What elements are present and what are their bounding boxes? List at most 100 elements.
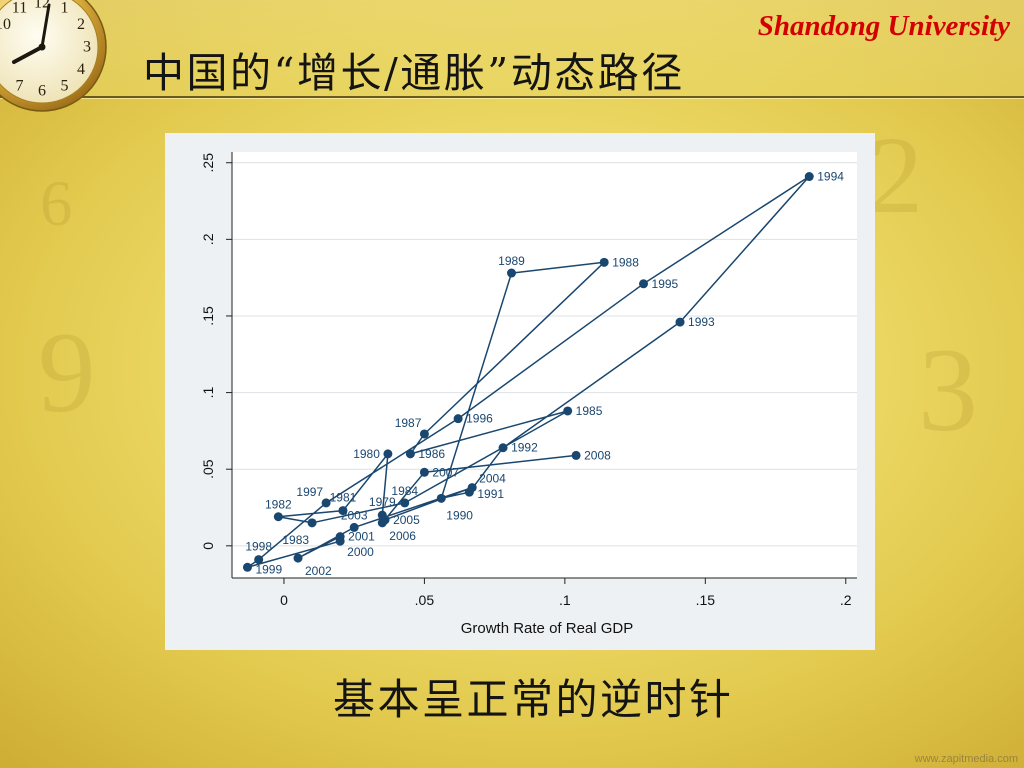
y-tick-label-2: .1 (200, 387, 216, 399)
point-label-1991: 1991 (477, 487, 504, 501)
x-tick-label-4: .2 (840, 592, 852, 608)
chart-panel: 0.05.1.15.2.25 0.05.1.15.2 1979 1980 1981 19… (165, 133, 875, 650)
x-axis-title: Growth Rate of Real GDP (461, 620, 634, 637)
brand-name: Shandong University (757, 10, 1010, 42)
point-label-1987: 1987 (395, 416, 422, 430)
point-label-1989: 1989 (498, 254, 525, 268)
series-lines (246, 175, 810, 569)
marker-2002 (293, 553, 303, 563)
point-label-2007: 2007 (432, 465, 459, 479)
gridlines (232, 162, 857, 547)
axes: 0 .05 .1 .15 .2 .25 0 .05 .1 .15 .2 (200, 152, 857, 608)
point-label-1994: 1994 (817, 170, 844, 184)
marker-1992 (498, 443, 508, 453)
marker-1997 (321, 498, 331, 508)
point-label-1992: 1992 (511, 441, 538, 455)
clock-numeral: 6 (38, 83, 46, 100)
slide-title: 中国的“增长/通胀”动态路径 (143, 49, 685, 97)
point-label-2001: 2001 (348, 530, 375, 544)
point-label-1983: 1983 (282, 533, 309, 547)
point-label-1997: 1997 (296, 485, 323, 499)
background-numeral: 2 (868, 114, 923, 236)
marker-1980 (383, 449, 393, 459)
clock-numeral: 12 (34, 0, 50, 12)
point-label-2008: 2008 (584, 448, 611, 462)
background-numeral: 6 (40, 168, 73, 240)
point-label-1981: 1981 (330, 491, 357, 505)
clock-numeral: 10 (0, 16, 11, 33)
marker-1986 (405, 449, 415, 459)
marker-1990 (436, 493, 446, 503)
point-label-1986: 1986 (418, 447, 445, 461)
slide-caption: 基本呈正常的逆时针 (333, 675, 734, 724)
clock-icon: 10 11 12 1 2 3 4 5 6 7 (0, 0, 107, 112)
marker-2004 (467, 483, 477, 493)
marker-1993 (675, 317, 685, 327)
point-label-1979: 1979 (369, 495, 396, 509)
point-label-2006: 2006 (389, 529, 416, 543)
y-tick-label-4: .2 (200, 233, 216, 245)
marker-2006 (377, 518, 387, 528)
markers (242, 172, 814, 572)
x-tick-label-0: 0 (280, 592, 288, 608)
marker-2008 (571, 450, 581, 460)
clock-numeral: 4 (77, 61, 85, 78)
point-label-1993: 1993 (688, 315, 715, 329)
marker-1994 (804, 172, 814, 182)
y-tick-label-5: .25 (200, 153, 216, 173)
point-label-2005: 2005 (393, 513, 420, 527)
point-label-2004: 2004 (479, 472, 506, 486)
marker-1981 (338, 506, 348, 516)
clock-hour-hand (12, 45, 44, 64)
background-numeral: 9 (38, 309, 96, 436)
marker-1988 (599, 257, 609, 267)
point-label-1984: 1984 (391, 484, 418, 498)
clock-face (0, 0, 99, 104)
point-label-1999: 1999 (255, 562, 282, 576)
point-label-1988: 1988 (612, 255, 639, 269)
marker-1996 (453, 414, 463, 424)
series-line (246, 175, 810, 569)
clock-numeral: 7 (16, 78, 24, 95)
marker-2001 (335, 532, 345, 542)
point-label-1995: 1995 (652, 277, 679, 291)
clock-numeral: 3 (83, 39, 91, 56)
point-label-1998: 1998 (245, 540, 272, 554)
marker-2007 (419, 467, 429, 477)
watermark: www.zapitmedia.com (914, 753, 1018, 765)
point-label-2000: 2000 (347, 545, 374, 559)
point-label-1982: 1982 (265, 498, 292, 512)
point-label-2003: 2003 (341, 508, 368, 522)
chart: 0.05.1.15.2.250.05.1.15.2 19791980198119… (200, 152, 857, 637)
clock-numeral: 2 (77, 16, 85, 33)
marker-1982 (273, 512, 283, 522)
clock-center-pin (38, 43, 46, 51)
marker-1995 (639, 279, 649, 289)
marker-1987 (419, 429, 429, 439)
plot-region (232, 152, 857, 578)
marker-1999 (242, 562, 252, 572)
marker-1983 (307, 518, 317, 528)
background-numeral: 3 (918, 323, 978, 456)
x-tick-label-1: .05 (415, 592, 435, 608)
marker-2003 (349, 522, 359, 532)
x-tick-label-2: .1 (559, 592, 571, 608)
marker-1989 (506, 268, 516, 278)
title-divider (0, 96, 1024, 98)
point-label-2002: 2002 (305, 564, 332, 578)
clock-numeral: 11 (12, 0, 27, 17)
y-tick-label-0: 0 (200, 542, 216, 550)
marker-1984 (400, 498, 410, 508)
clock-minute-hand (40, 3, 51, 49)
clock-numeral: 1 (61, 0, 69, 17)
marker-1998 (254, 555, 264, 565)
title-divider-highlight (0, 98, 1024, 99)
y-tick-label-3: .15 (200, 306, 216, 326)
point-labels: 1979 1980 1981 1982 1983 1984 1985 1986 1987 1988… (245, 170, 844, 579)
y-tick-label-1: .05 (200, 459, 216, 479)
marker-1985 (563, 406, 573, 416)
header-band (0, 0, 1024, 97)
clock-numeral: 5 (61, 78, 69, 95)
point-label-1996: 1996 (466, 412, 493, 426)
